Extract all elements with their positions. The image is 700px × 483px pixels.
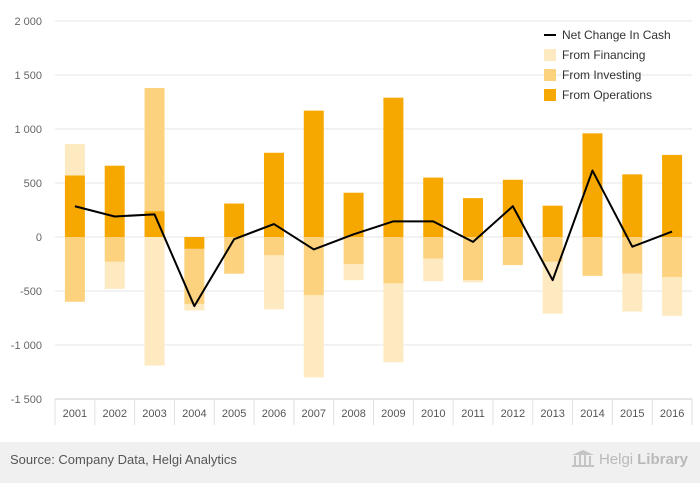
bar-from-operations — [343, 192, 364, 237]
net-change-line — [74, 169, 673, 308]
y-tick-label: -500 — [20, 286, 42, 298]
footer: Source: Company Data, Helgi Analytics He… — [0, 442, 700, 483]
x-tick-label: 2014 — [580, 408, 604, 420]
legend-label: From Financing — [562, 48, 645, 62]
bar-from-operations — [184, 237, 205, 249]
legend-label: From Investing — [562, 68, 641, 82]
bar-from-operations — [463, 198, 484, 237]
bar-from-financing — [542, 261, 563, 314]
x-tick-label: 2010 — [421, 408, 445, 420]
x-tick-label: 2015 — [620, 408, 644, 420]
line-net-change-in-cash — [74, 169, 673, 308]
bar-from-investing — [622, 237, 643, 274]
y-tick-label: -1 000 — [11, 340, 42, 352]
x-tick-label: 2011 — [461, 408, 485, 420]
bar-from-investing — [184, 248, 205, 304]
bar-from-investing — [383, 237, 404, 284]
bar-from-investing — [224, 237, 245, 274]
bar-from-financing — [383, 283, 404, 363]
y-tick-label: 2 000 — [14, 16, 42, 28]
bar-from-operations — [224, 203, 245, 237]
bar-from-investing — [144, 87, 165, 212]
bar-from-operations — [622, 174, 643, 237]
y-axis-ticks: -1 500 -1 000 -500 0 500 1 000 1 500 2 000 — [11, 16, 42, 406]
logo-text-bold: Library — [637, 450, 688, 468]
bar-from-financing — [662, 276, 683, 316]
x-tick-label: 2001 — [63, 408, 87, 420]
bar-from-financing — [64, 144, 85, 176]
bar-from-financing — [104, 261, 125, 289]
y-tick-label: 1 000 — [14, 124, 42, 136]
legend-swatch — [544, 49, 556, 61]
bar-from-financing — [144, 237, 165, 366]
x-tick-label: 2003 — [142, 408, 166, 420]
bar-from-financing — [184, 303, 205, 311]
bar-from-operations — [383, 97, 404, 238]
legend-swatch — [544, 89, 556, 101]
bar-from-financing — [263, 255, 284, 310]
x-tick-label: 2006 — [262, 408, 286, 420]
bar-from-operations — [542, 205, 563, 237]
legend-swatch — [544, 69, 556, 81]
y-tick-label: 1 500 — [14, 70, 42, 82]
bar-from-financing — [303, 295, 324, 378]
bar-from-operations — [144, 211, 165, 237]
bar-from-investing — [104, 237, 125, 262]
legend-label: Net Change In Cash — [562, 28, 671, 42]
bar-from-investing — [662, 237, 683, 277]
y-tick-label: 0 — [36, 232, 42, 244]
x-tick-label: 2007 — [302, 408, 326, 420]
legend-label: From Operations — [562, 88, 652, 102]
bar-from-investing — [542, 237, 563, 262]
bar-from-operations — [662, 154, 683, 237]
x-tick-label: 2008 — [341, 408, 365, 420]
bar-from-financing — [622, 273, 643, 312]
bar-from-investing — [303, 237, 324, 296]
x-tick-label: 2004 — [182, 408, 206, 420]
y-tick-label: -1 500 — [11, 394, 42, 406]
bar-from-investing — [263, 237, 284, 256]
bar-from-investing — [582, 237, 603, 276]
logo-text-regular: Helgi — [598, 450, 634, 468]
bar-from-operations — [303, 110, 324, 237]
x-tick-label: 2005 — [222, 408, 246, 420]
x-axis: 2001 2002 2003 2004 2005 2006 2007 2008 2009 2010… — [54, 398, 693, 425]
bar-from-financing — [463, 280, 484, 283]
bar-from-investing — [64, 237, 85, 302]
bar-from-investing — [423, 237, 444, 259]
x-tick-label: 2013 — [540, 408, 564, 420]
bar-from-operations — [582, 133, 603, 237]
bar-from-investing — [502, 237, 523, 266]
x-tick-label: 2016 — [660, 408, 684, 420]
legend: Net Change In Cash From Financing From Inv… — [544, 28, 671, 102]
helgi-library-logo: Helgi Library — [571, 450, 688, 468]
bar-from-operations — [423, 177, 444, 237]
bar-from-operations — [104, 165, 125, 237]
bar-from-investing — [463, 237, 484, 281]
x-tick-label: 2012 — [501, 408, 525, 420]
y-tick-label: 500 — [24, 178, 42, 190]
bar-from-operations — [502, 179, 523, 237]
bar-from-financing — [343, 264, 364, 281]
bars — [64, 87, 683, 378]
bar-from-financing — [423, 258, 444, 282]
source-note: Source: Company Data, Helgi Analytics — [10, 452, 237, 467]
x-tick-label: 2009 — [381, 408, 405, 420]
bar-from-operations — [263, 152, 284, 237]
library-building-icon — [571, 450, 594, 467]
bar-from-investing — [343, 237, 364, 264]
x-tick-label: 2002 — [102, 408, 126, 420]
cash-flow-chart: -1 500 -1 000 -500 0 500 1 000 1 500 2 000 2001… — [11, 16, 693, 425]
